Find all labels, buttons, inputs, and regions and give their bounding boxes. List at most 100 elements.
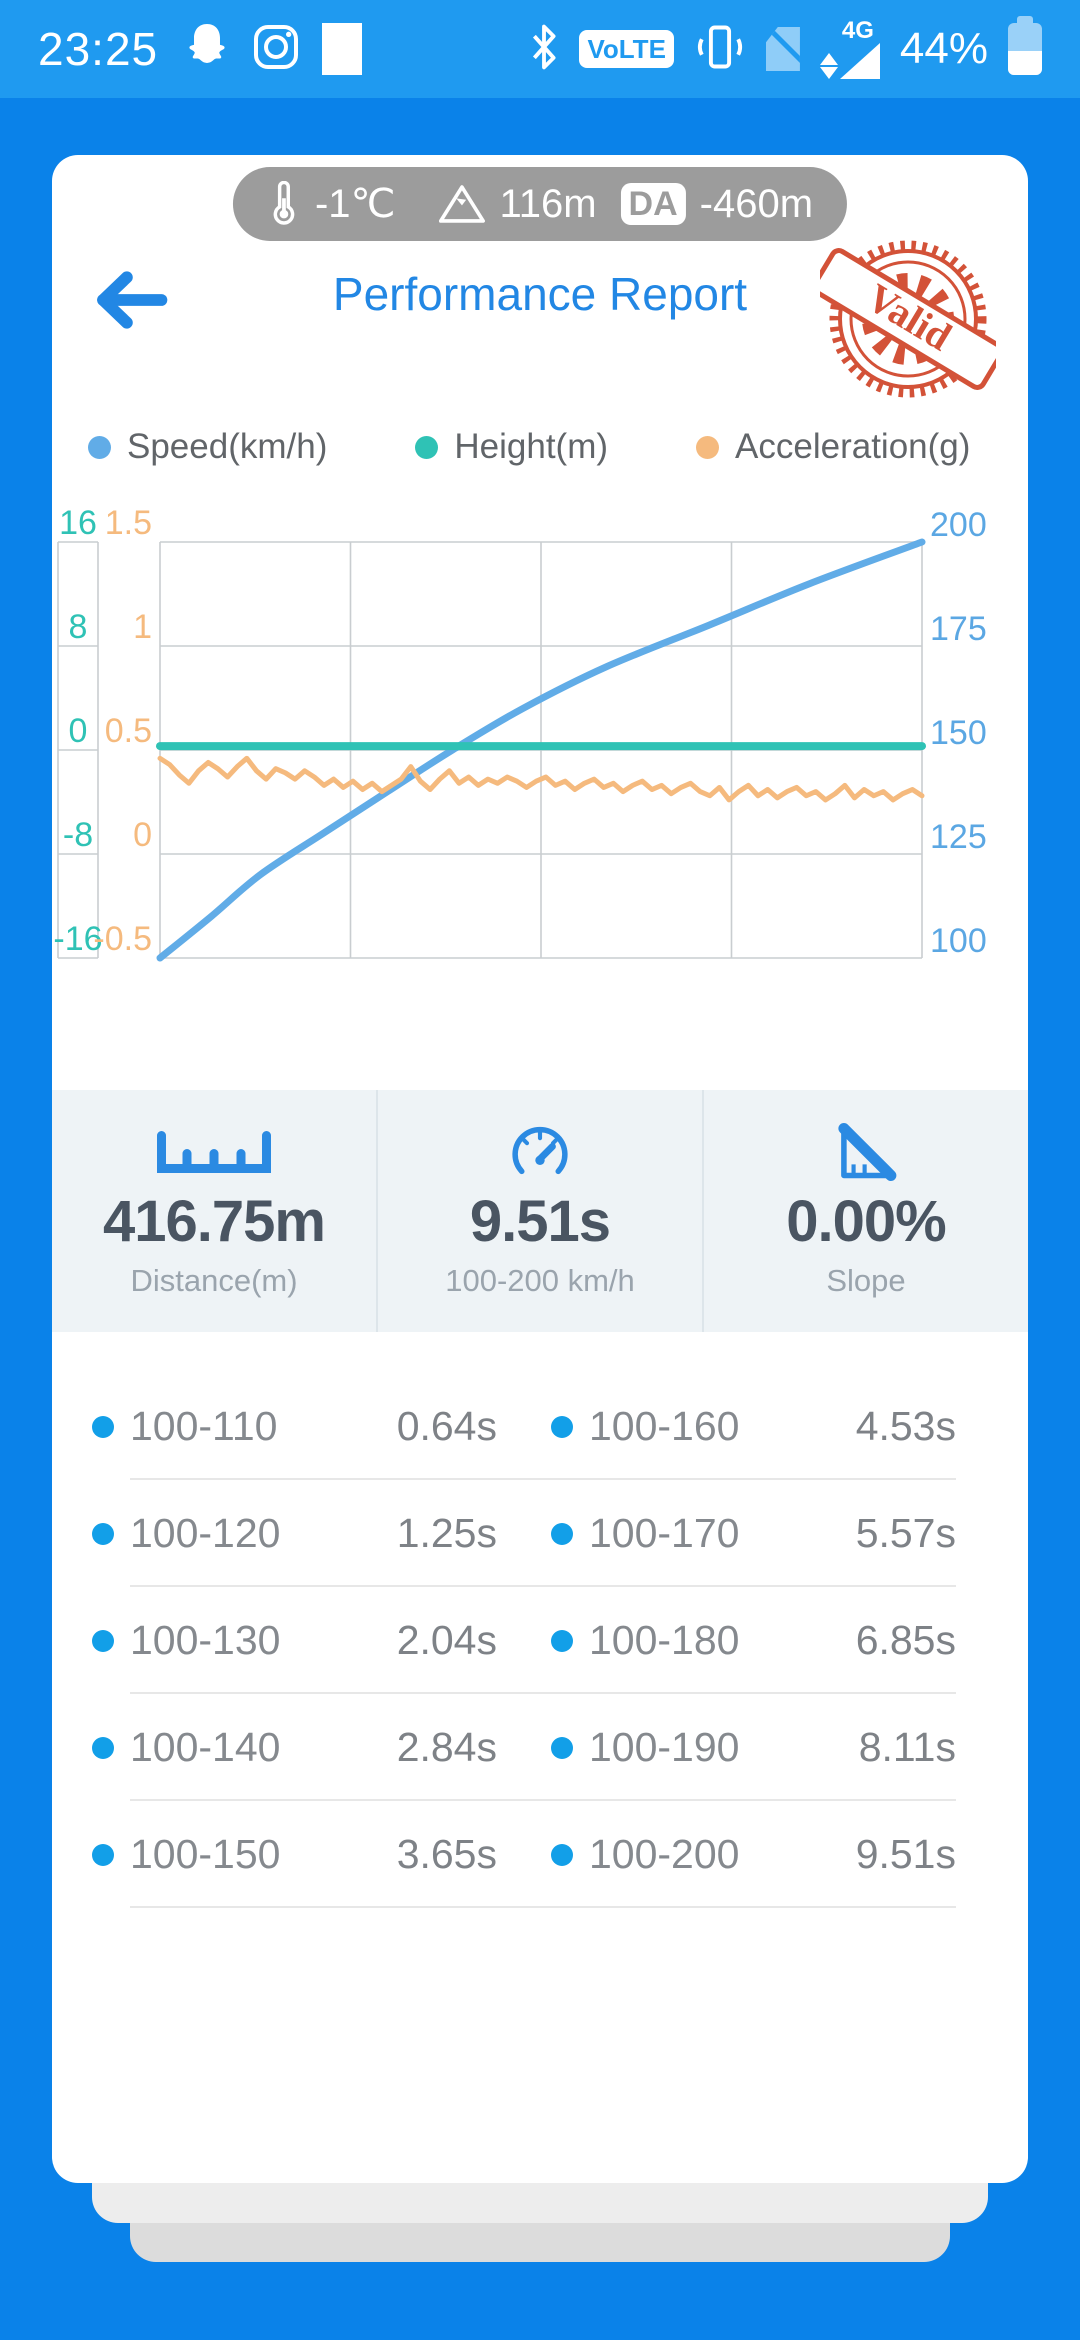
slope-icon (835, 1122, 897, 1181)
svg-text:16: 16 (59, 504, 97, 542)
bullet-dot-icon (92, 1843, 114, 1866)
time-value: 9.51s (469, 1188, 611, 1254)
legend-height: Height(m) (415, 427, 608, 467)
svg-text:0: 0 (133, 816, 152, 854)
split-row: 100-130 2.04s 100-180 6.85s (52, 1587, 1028, 1694)
vibrate-icon (694, 21, 746, 78)
bullet-dot-icon (92, 1736, 114, 1759)
temperature-value: -1℃ (314, 182, 396, 226)
svg-text:-0.5: -0.5 (93, 920, 152, 958)
distance-label: Distance(m) (130, 1262, 298, 1298)
split-pair-left: 100-140 2.84s (92, 1724, 497, 1771)
speed-range-label: 100-150 (130, 1831, 281, 1877)
bullet-dot-icon (92, 1629, 114, 1652)
split-pair-right: 100-190 8.11s (551, 1724, 956, 1771)
speed-range-label: 100-160 (589, 1403, 740, 1449)
split-time-value: 6.85s (855, 1617, 956, 1663)
slope-label: Slope (826, 1262, 906, 1298)
signal-4g-icon: 4G (819, 19, 880, 79)
ruler-icon (154, 1124, 274, 1180)
page-title: Performance Report (332, 268, 748, 320)
speed-range-label: 100-170 (589, 1510, 740, 1556)
notification-square-icon (322, 23, 363, 75)
distance-value: 416.75m (103, 1188, 326, 1254)
speedometer-icon (509, 1124, 571, 1180)
split-time-value: 1.25s (396, 1510, 497, 1556)
bullet-dot-icon (92, 1415, 114, 1438)
speed-range-label: 100-190 (589, 1724, 740, 1770)
svg-text:0: 0 (69, 712, 88, 750)
legend-acceleration: Acceleration(g) (696, 427, 970, 467)
bullet-dot-icon (551, 1736, 573, 1759)
metric-distance: 416.75m Distance(m) (52, 1090, 376, 1332)
split-row: 100-110 0.64s 100-160 4.53s (52, 1373, 1028, 1480)
bullet-dot-icon (551, 1629, 573, 1652)
back-arrow-icon (97, 271, 168, 329)
speed-range-label: 100-110 (130, 1403, 278, 1449)
altitude-value: 116m (499, 181, 597, 226)
split-time-value: 2.04s (396, 1617, 497, 1663)
svg-text:1: 1 (133, 608, 152, 646)
svg-text:-16: -16 (53, 920, 102, 958)
split-pair-right: 100-200 9.51s (551, 1831, 956, 1878)
split-time-value: 3.65s (396, 1831, 497, 1877)
split-pair-left: 100-120 1.25s (92, 1510, 497, 1557)
svg-text:0.5: 0.5 (105, 712, 152, 750)
performance-chart: 16 8 0 -8 -16 1.5 1 0.5 0 -0.5 200 175 150 125 100 (53, 504, 987, 962)
split-pair-left: 100-130 2.04s (92, 1617, 497, 1664)
speed-range-label: 100-140 (130, 1724, 281, 1770)
speed-range-label: 100-130 (130, 1617, 281, 1663)
svg-text:125: 125 (930, 818, 987, 856)
split-row: 100-140 2.84s 100-190 8.11s (52, 1694, 1028, 1801)
speed-range-label: 100-200 (589, 1831, 740, 1877)
bullet-dot-icon (551, 1843, 573, 1866)
thermometer-icon (273, 181, 295, 225)
svg-text:1.5: 1.5 (105, 504, 152, 542)
svg-text:200: 200 (930, 506, 987, 544)
report-card: -1℃ 116m DA -460m Performance Report Val… (52, 155, 1028, 2183)
volte-badge: VoLTE (579, 30, 674, 68)
time-label: 100-200 km/h (445, 1262, 635, 1298)
environment-pill: -1℃ 116m DA -460m (232, 167, 848, 241)
split-pair-right: 100-180 6.85s (551, 1617, 956, 1664)
metric-strip: 416.75m Distance(m) 9.51s 100-200 km/h 0… (52, 1090, 1028, 1332)
density-altitude-value: -460m (699, 181, 814, 226)
bullet-dot-icon (92, 1522, 114, 1545)
split-time-value: 4.53s (855, 1403, 956, 1449)
metric-time: 9.51s 100-200 km/h (376, 1090, 702, 1332)
speed-dot (88, 435, 111, 459)
height-dot (415, 435, 439, 459)
battery-percent: 44% (899, 24, 988, 73)
snapchat-icon (184, 21, 230, 78)
split-time-value: 8.11s (858, 1724, 956, 1770)
speed-range-label: 100-180 (589, 1617, 740, 1663)
split-time-value: 9.51s (855, 1831, 956, 1877)
legend-speed: Speed(km/h) (88, 427, 327, 467)
split-time-value: 5.57s (855, 1510, 956, 1556)
acceleration-dot (696, 435, 720, 459)
svg-text:150: 150 (930, 714, 987, 752)
split-pair-right: 100-160 4.53s (551, 1403, 956, 1450)
svg-text:8: 8 (69, 608, 88, 646)
speed-range-label: 100-120 (130, 1510, 281, 1556)
no-sim-icon (765, 27, 800, 71)
bullet-dot-icon (551, 1522, 573, 1545)
instagram-icon (252, 23, 300, 76)
bullet-dot-icon (551, 1415, 573, 1438)
chart-legend: Speed(km/h) Height(m) Acceleration(g) (52, 427, 1028, 467)
clock: 23:25 (38, 23, 159, 75)
slope-value: 0.00% (786, 1188, 946, 1254)
split-time-value: 0.64s (396, 1403, 497, 1449)
status-bar: 23:25 VoLTE 4G 44% (0, 0, 1080, 98)
split-time-value: 2.84s (396, 1724, 497, 1770)
svg-text:-8: -8 (63, 816, 93, 854)
svg-text:175: 175 (930, 610, 987, 648)
split-pair-left: 100-110 0.64s (92, 1403, 497, 1450)
metric-slope: 0.00% Slope (702, 1090, 1028, 1332)
da-badge: DA (620, 183, 686, 225)
mountain-icon (438, 185, 485, 223)
split-row: 100-150 3.65s 100-200 9.51s (52, 1801, 1028, 1908)
back-button[interactable] (74, 255, 184, 345)
battery-icon (1008, 16, 1042, 75)
split-row: 100-120 1.25s 100-170 5.57s (52, 1480, 1028, 1587)
